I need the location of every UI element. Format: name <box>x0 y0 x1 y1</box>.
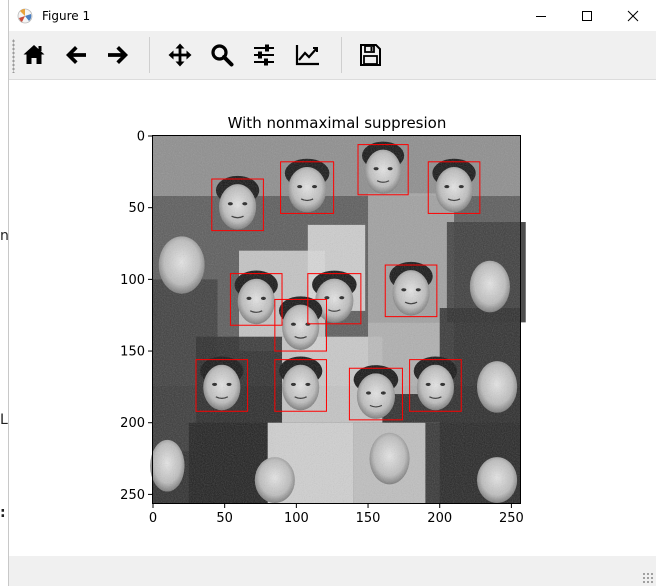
toolbar-separator <box>149 37 150 73</box>
x-tick-label: 0 <box>149 511 157 526</box>
face-detection-box <box>280 161 335 214</box>
maximize-icon <box>582 10 592 21</box>
resize-grip[interactable] <box>642 572 654 584</box>
x-tick-label: 200 <box>427 511 452 526</box>
figure-window: Figure 1 <box>8 0 656 586</box>
figure-canvas[interactable]: With nonmaximal suppresion 0 50 100 150 200 2… <box>9 80 656 556</box>
forward-button[interactable] <box>101 38 135 72</box>
x-tick-label: 250 <box>499 511 524 526</box>
face-detection-box <box>357 144 409 196</box>
y-tick-label: 200 <box>120 416 145 431</box>
back-button[interactable] <box>59 38 93 72</box>
x-axis-ticks: 0 50 100 150 200 250 <box>149 503 524 526</box>
floppy-icon <box>360 44 381 66</box>
matplotlib-app-icon <box>17 8 33 23</box>
face-detection-box <box>427 161 481 214</box>
y-tick-label: 150 <box>120 345 145 360</box>
face-detection-box <box>384 264 438 318</box>
minimize-icon <box>536 15 546 17</box>
background-window-text: : <box>0 505 6 521</box>
image-axes[interactable] <box>150 135 526 504</box>
zoom-button[interactable] <box>205 38 239 72</box>
x-tick-label: 150 <box>356 511 381 526</box>
close-icon <box>627 10 639 21</box>
face-detection-box <box>211 178 264 232</box>
pan-button[interactable] <box>163 38 197 72</box>
search-icon <box>211 44 234 67</box>
move-icon <box>168 43 192 67</box>
home-icon <box>23 45 45 64</box>
face-detection-box <box>274 298 327 352</box>
axes-frame <box>152 135 521 504</box>
navigation-toolbar <box>9 31 656 80</box>
face-detection-box <box>409 359 462 412</box>
line-chart-icon <box>295 45 319 66</box>
y-tick-label: 50 <box>128 201 145 216</box>
figure-svg: With nonmaximal suppresion 0 50 100 150 200 2… <box>120 114 526 526</box>
face-detection-box <box>274 359 327 412</box>
minimize-button[interactable] <box>518 0 564 31</box>
edit-axes-button[interactable] <box>291 38 325 72</box>
x-tick-label: 100 <box>284 511 309 526</box>
home-button[interactable] <box>17 38 51 72</box>
y-axis-ticks: 0 50 100 150 200 250 <box>120 130 153 503</box>
y-tick-label: 250 <box>120 488 145 503</box>
x-tick-label: 50 <box>216 511 233 526</box>
y-tick-label: 100 <box>120 273 145 288</box>
close-button[interactable] <box>610 0 656 31</box>
save-button[interactable] <box>353 38 387 72</box>
y-tick-label: 0 <box>137 130 145 145</box>
sliders-icon <box>254 44 274 66</box>
detection-boxes <box>195 144 481 421</box>
window-title: Figure 1 <box>42 8 91 23</box>
face-detection-box <box>307 273 362 325</box>
toolbar-grip[interactable] <box>12 39 15 73</box>
background-window-text: n <box>0 228 8 244</box>
background-window-text: L <box>0 412 8 428</box>
group-photo-image <box>150 136 526 503</box>
face-detection-box <box>195 359 249 412</box>
arrow-left-icon <box>66 46 86 64</box>
toolbar-separator <box>341 37 342 73</box>
maximize-button[interactable] <box>564 0 610 31</box>
subplots-button[interactable] <box>247 38 281 72</box>
arrow-right-icon <box>108 46 128 64</box>
status-bar <box>9 556 656 586</box>
figure-title: With nonmaximal suppresion <box>228 114 447 132</box>
title-bar[interactable]: Figure 1 <box>9 0 656 31</box>
face-detection-box <box>348 367 403 421</box>
